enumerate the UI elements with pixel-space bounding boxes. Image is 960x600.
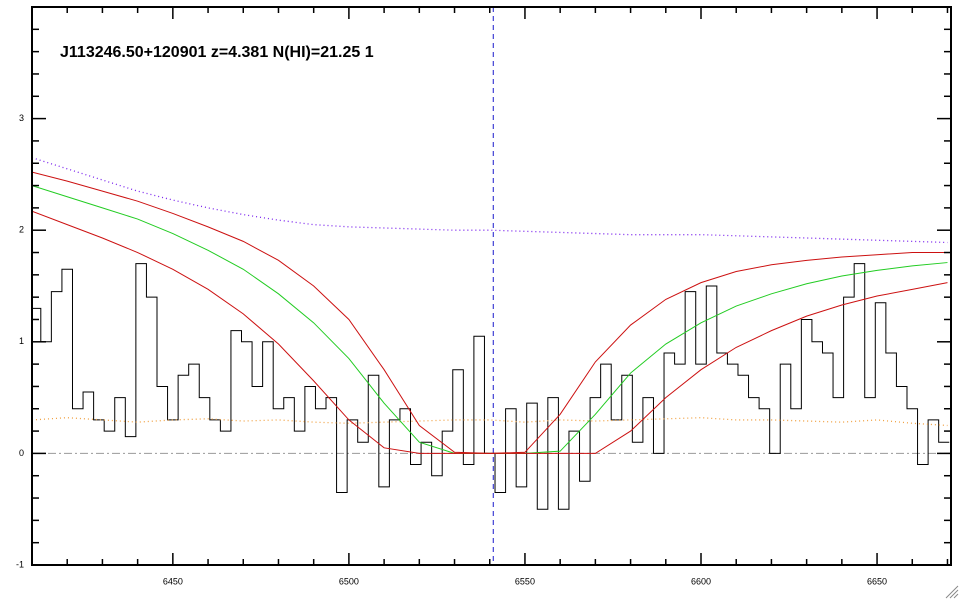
x-tick-label: 6500: [339, 576, 359, 586]
y-tick-label: 3: [19, 113, 24, 123]
chart-title: J113246.50+120901 z=4.381 N(HI)=21.25 1: [60, 44, 374, 61]
series-line: [32, 210, 948, 454]
y-tick-label: 2: [19, 225, 24, 235]
x-tick-label: 6650: [867, 576, 887, 586]
y-tick-label: 0: [19, 448, 24, 458]
x-tick-label: 6550: [515, 576, 535, 586]
series-line: [32, 263, 950, 510]
series-line: [32, 157, 948, 244]
plot-frame: [31, 6, 952, 566]
resize-grip: [945, 585, 959, 599]
series-line: [32, 417, 948, 427]
series-line: [32, 171, 948, 454]
x-tick-label: 6450: [163, 576, 183, 586]
y-tick-label: -1: [16, 559, 24, 569]
plot-area: [32, 7, 951, 565]
x-tick-label: 6600: [691, 576, 711, 586]
y-tick-label: 1: [19, 336, 24, 346]
